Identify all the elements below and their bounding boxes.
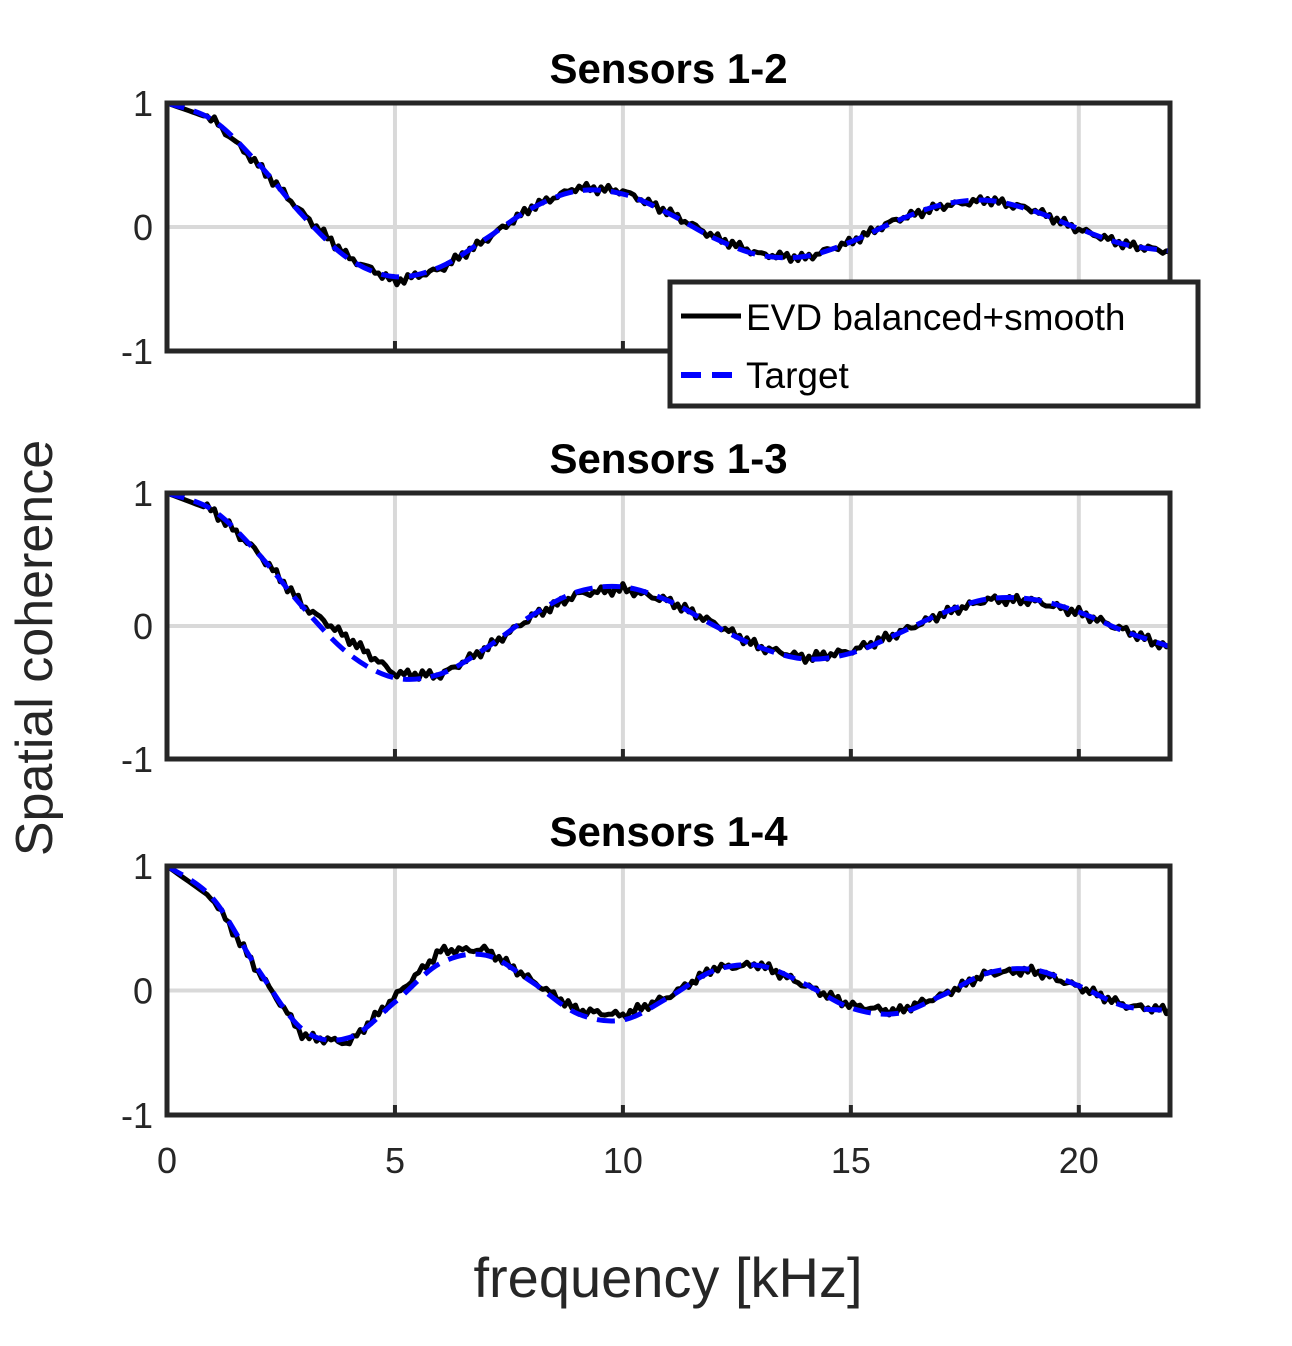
panel-title: Sensors 1-2 bbox=[549, 45, 787, 92]
x-axis-label: frequency [kHz] bbox=[473, 1246, 862, 1309]
panel-title: Sensors 1-4 bbox=[549, 808, 788, 855]
y-tick-label: -1 bbox=[121, 1095, 153, 1136]
panel-2: -1 0 1 Sensors 1-3 bbox=[121, 435, 1173, 780]
legend-label-target: Target bbox=[746, 355, 850, 396]
axes-box bbox=[164, 490, 1173, 762]
y-tick-label: 0 bbox=[133, 606, 153, 647]
x-tick-label: 0 bbox=[157, 1140, 177, 1181]
y-tick-label: 1 bbox=[133, 83, 153, 124]
x-tick-label: 10 bbox=[603, 1140, 643, 1181]
series-line-target bbox=[165, 863, 1171, 1043]
y-tick-label: 1 bbox=[133, 846, 153, 887]
x-tick-label: 5 bbox=[385, 1140, 405, 1181]
y-axis-label: Spatial coherence bbox=[6, 440, 64, 856]
legend: EVD balanced+smooth Target bbox=[667, 279, 1201, 409]
y-tick-label: 0 bbox=[133, 207, 153, 248]
panel-title: Sensors 1-3 bbox=[549, 435, 787, 482]
axes-box bbox=[164, 863, 1173, 1118]
y-tick-label: -1 bbox=[121, 331, 153, 372]
series-line-target bbox=[166, 490, 1171, 682]
y-tick-label: -1 bbox=[121, 739, 153, 780]
y-tick-label: 0 bbox=[133, 971, 153, 1012]
x-tick-label: 20 bbox=[1059, 1140, 1099, 1181]
series-line-target bbox=[166, 100, 1171, 280]
x-tick-label: 15 bbox=[831, 1140, 871, 1181]
legend-box bbox=[667, 279, 1201, 409]
legend-label-measured: EVD balanced+smooth bbox=[746, 297, 1126, 338]
y-tick-label: 1 bbox=[133, 473, 153, 514]
series-line-measured bbox=[165, 863, 1172, 1047]
